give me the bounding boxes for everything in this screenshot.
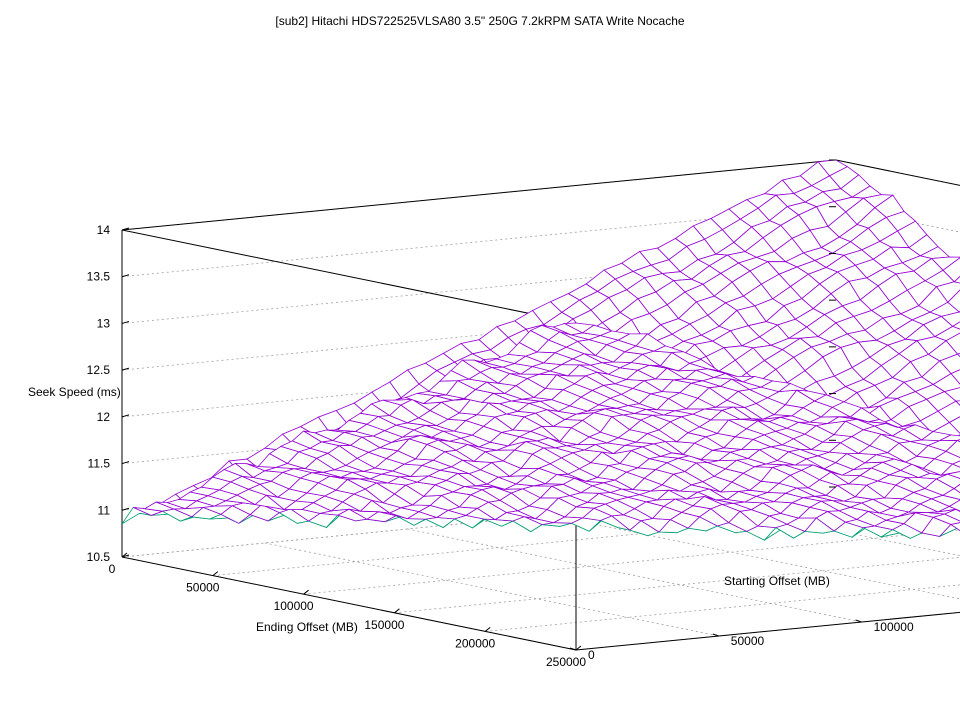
floor-grid-y xyxy=(264,542,719,637)
floor-grid-y xyxy=(550,514,960,600)
box-top-edge xyxy=(835,159,960,186)
chart-title: [sub2] Hitachi HDS722525VLSA80 3.5" 250G… xyxy=(275,14,684,28)
z-tick-label: 12.5 xyxy=(87,363,111,377)
x-tick-mark xyxy=(575,645,582,651)
z-tick-label: 11.5 xyxy=(88,457,111,471)
y-tick-mark xyxy=(712,633,719,637)
y-axis-line xyxy=(575,611,960,651)
surface-cell xyxy=(953,483,960,494)
z-tick-label: 12 xyxy=(97,410,111,424)
y-tick-label: 0 xyxy=(588,648,595,662)
surface-cell xyxy=(563,322,596,334)
z-tick-mark xyxy=(121,274,130,278)
surface-cell xyxy=(953,275,960,284)
floor-grid-x xyxy=(394,556,960,614)
surface-mesh xyxy=(121,159,960,542)
z-tick-mark xyxy=(121,507,130,511)
z-tick-label: 14 xyxy=(97,223,111,237)
z-tick-label: 10.5 xyxy=(87,550,111,564)
box-top-edge xyxy=(121,229,577,324)
y-axis-label: Starting Offset (MB) xyxy=(724,574,830,588)
x-tick-mark xyxy=(212,571,219,576)
x-tick-label: 100000 xyxy=(274,599,314,613)
z-tick-label: 13 xyxy=(97,316,111,330)
x-axis-label: Ending Offset (MB) xyxy=(256,620,358,634)
floor-grid-y xyxy=(407,528,862,623)
x-tick-mark xyxy=(394,608,400,614)
box-top-edge xyxy=(121,159,837,231)
y-tick-mark xyxy=(855,619,862,623)
y-tick-label: 50000 xyxy=(731,634,765,648)
x-axis-line xyxy=(121,556,577,651)
surface-cell xyxy=(951,460,960,468)
z-tick-mark xyxy=(121,461,130,465)
x-tick-mark xyxy=(121,552,128,558)
tick-labels: 10.5 11 11.5 12 12.5 13 13.5 14 0 50000 100000 1500… xyxy=(87,159,914,669)
z-tick-mark xyxy=(121,320,130,324)
surface-cell xyxy=(424,517,456,528)
y-tick-label: 100000 xyxy=(874,620,914,634)
x-tick-label: 250000 xyxy=(546,655,586,669)
surface-cell xyxy=(951,321,960,330)
x-tick-label: 0 xyxy=(109,562,116,576)
x-tick-mark xyxy=(303,589,309,595)
floor-grid-y xyxy=(693,500,960,557)
x-tick-label: 200000 xyxy=(455,636,495,650)
x-tick-mark xyxy=(484,627,491,632)
z-tick-label: 13.5 xyxy=(87,270,111,284)
z-axis-label: Seek Speed (ms) xyxy=(28,385,121,399)
x-tick-label: 150000 xyxy=(364,618,404,632)
z-tick-mark xyxy=(121,414,130,418)
z-tick-mark xyxy=(121,367,130,371)
y-tick-mark xyxy=(569,647,577,651)
z-tick-label: 11 xyxy=(98,503,111,517)
floor-grid-x xyxy=(575,611,960,651)
z-tick-mark xyxy=(121,227,130,231)
x-tick-label: 50000 xyxy=(186,581,220,595)
